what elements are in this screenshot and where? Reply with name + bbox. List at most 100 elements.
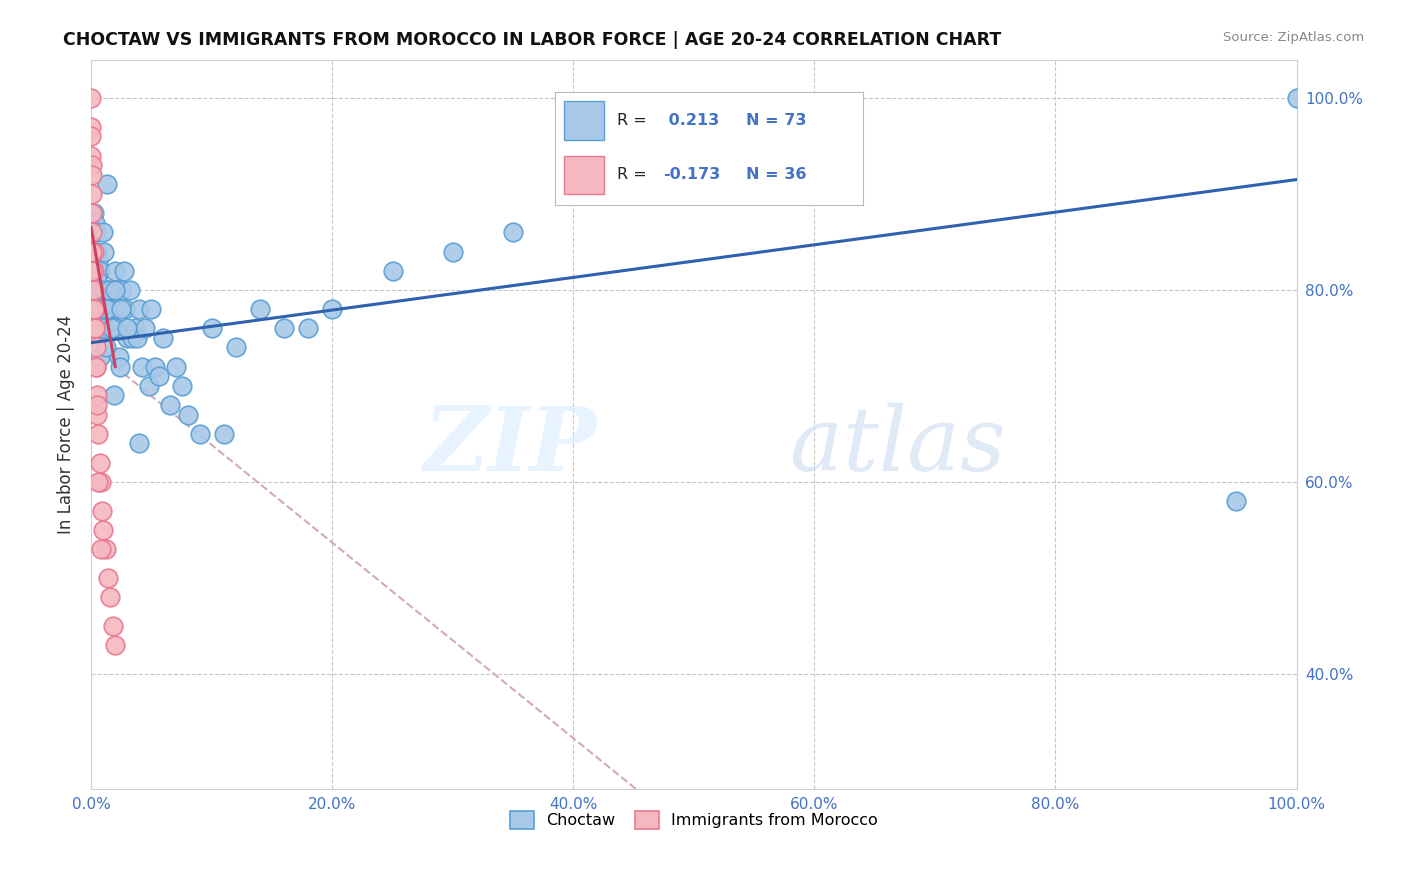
Point	[225, 341, 247, 355]
Point	[108, 350, 131, 364]
Point	[100, 590, 122, 604]
Point	[1225, 494, 1247, 508]
Point	[104, 283, 127, 297]
Text: atlas: atlas	[790, 402, 1007, 490]
Point	[188, 426, 211, 441]
Point	[107, 302, 129, 317]
Point	[128, 302, 150, 317]
Point	[170, 379, 193, 393]
Point	[381, 263, 404, 277]
Point	[103, 388, 125, 402]
Point	[93, 244, 115, 259]
Point	[82, 225, 104, 239]
Point	[134, 321, 156, 335]
Point	[91, 293, 114, 307]
Point	[131, 359, 153, 374]
Point	[138, 379, 160, 393]
Point	[90, 283, 112, 297]
Point	[87, 321, 110, 335]
Point	[91, 523, 114, 537]
Point	[82, 168, 104, 182]
Point	[93, 283, 115, 297]
Point	[117, 331, 139, 345]
Point	[165, 359, 187, 374]
Point	[90, 302, 112, 317]
Point	[176, 408, 198, 422]
Point	[112, 263, 135, 277]
Point	[125, 331, 148, 345]
Point	[83, 321, 105, 335]
Point	[100, 283, 122, 297]
Point	[86, 408, 108, 422]
Point	[96, 178, 118, 192]
Point	[124, 321, 146, 335]
Point	[91, 302, 114, 317]
Point	[84, 359, 107, 374]
Point	[143, 359, 166, 374]
Point	[80, 129, 103, 144]
Point	[118, 283, 141, 297]
Point	[441, 244, 464, 259]
Point	[98, 283, 121, 297]
Point	[159, 398, 181, 412]
Point	[98, 302, 121, 317]
Point	[83, 283, 105, 297]
Point	[83, 302, 105, 317]
Y-axis label: In Labor Force | Age 20-24: In Labor Force | Age 20-24	[58, 315, 75, 533]
Point	[114, 302, 136, 317]
Point	[104, 263, 127, 277]
Point	[86, 273, 108, 287]
Point	[89, 263, 111, 277]
Point	[101, 321, 124, 335]
Point	[100, 321, 122, 335]
Point	[100, 321, 122, 335]
Legend: Choctaw, Immigrants from Morocco: Choctaw, Immigrants from Morocco	[503, 805, 884, 836]
Text: ZIP: ZIP	[425, 403, 598, 490]
Point	[91, 321, 114, 335]
Point	[97, 302, 120, 317]
Text: Source: ZipAtlas.com: Source: ZipAtlas.com	[1223, 31, 1364, 45]
Point	[97, 571, 120, 585]
Point	[84, 359, 107, 374]
Point	[141, 302, 163, 317]
Point	[82, 263, 104, 277]
Point	[104, 638, 127, 652]
Point	[82, 244, 104, 259]
Point	[86, 398, 108, 412]
Point	[83, 293, 105, 307]
Point	[94, 541, 117, 556]
Point	[249, 302, 271, 317]
Point	[90, 475, 112, 489]
Point	[117, 321, 139, 335]
Point	[87, 475, 110, 489]
Point	[83, 263, 105, 277]
Point	[91, 225, 114, 239]
Point	[82, 158, 104, 172]
Point	[80, 120, 103, 134]
Point	[83, 216, 105, 230]
Point	[87, 426, 110, 441]
Point	[86, 244, 108, 259]
Point	[121, 331, 143, 345]
Point	[83, 302, 105, 317]
Point	[201, 321, 224, 335]
Point	[502, 225, 524, 239]
Point	[321, 302, 343, 317]
Point	[212, 426, 235, 441]
Point	[84, 225, 107, 239]
Point	[273, 321, 295, 335]
Point	[110, 302, 132, 317]
Point	[110, 283, 132, 297]
Point	[82, 206, 104, 220]
Point	[90, 541, 112, 556]
Point	[152, 331, 174, 345]
Point	[91, 503, 114, 517]
Point	[80, 91, 103, 105]
Point	[83, 206, 105, 220]
Point	[82, 186, 104, 201]
Point	[87, 254, 110, 268]
Point	[86, 388, 108, 402]
Point	[83, 321, 105, 335]
Point	[148, 369, 170, 384]
Point	[105, 321, 128, 335]
